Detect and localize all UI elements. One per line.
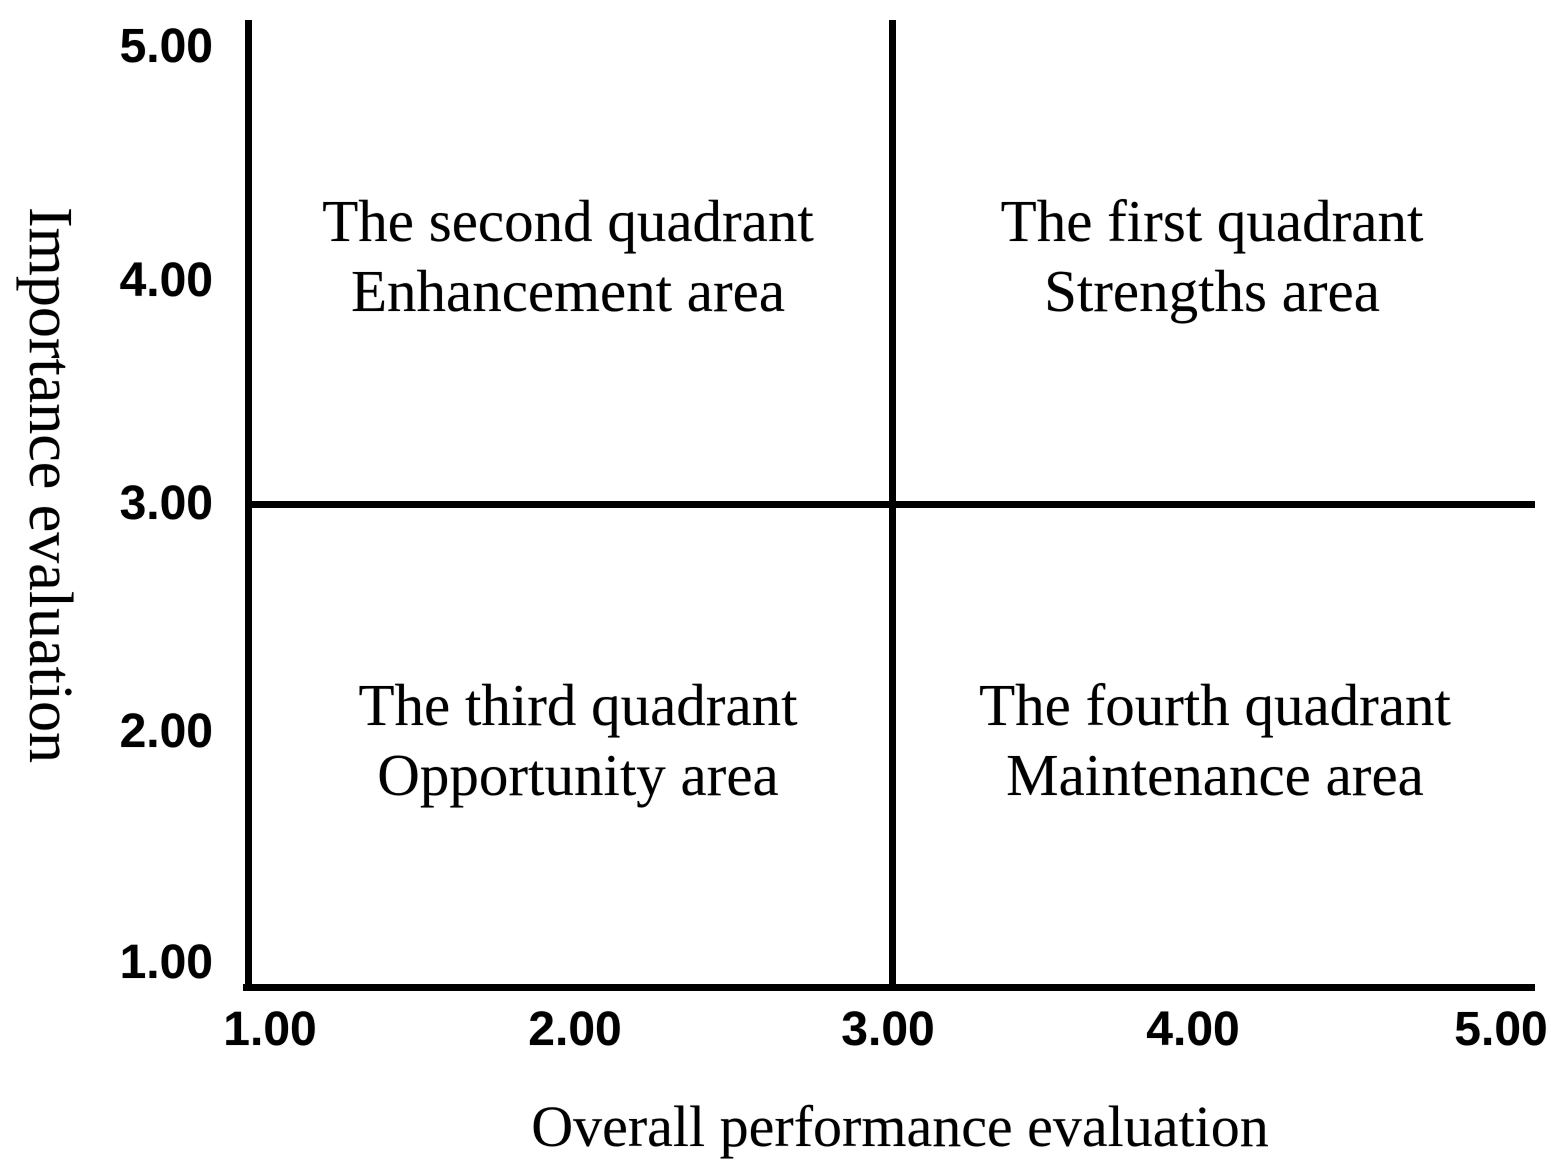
y-tick-2.00: 2.00: [119, 705, 213, 758]
y-tick-5.00: 5.00: [119, 20, 213, 73]
quadrant-third-line1: The third quadrant: [358, 672, 798, 738]
quadrant-label-third: The third quadrant Opportunity area: [358, 670, 797, 810]
y-axis-title: Importance evaluation: [16, 206, 84, 764]
x-tick-2.00: 2.00: [528, 1003, 622, 1056]
quadrant-label-first: The first quadrant Strengths area: [1001, 186, 1424, 326]
quadrant-fourth-line2: Maintenance area: [1006, 742, 1424, 808]
y-tick-3.00: 3.00: [119, 477, 213, 530]
x-tick-3.00: 3.00: [841, 1003, 935, 1056]
x-tick-4.00: 4.00: [1146, 1003, 1240, 1056]
x-tick-5.00: 5.00: [1454, 1003, 1548, 1056]
quadrant-label-second: The second quadrant Enhancement area: [322, 186, 813, 326]
quadrant-fourth-line1: The fourth quadrant: [979, 672, 1451, 738]
quadrant-first-line1: The first quadrant: [1000, 188, 1424, 254]
x-tick-1.00: 1.00: [223, 1003, 317, 1056]
quadrant-second-line1: The second quadrant: [322, 188, 814, 254]
x-axis-title: Overall performance evaluation: [531, 1094, 1269, 1159]
crosshair-horizontal-line: [248, 501, 1535, 508]
quadrant-third-line2: Opportunity area: [377, 742, 779, 808]
quadrant-label-fourth: The fourth quadrant Maintenance area: [979, 670, 1451, 810]
y-tick-4.00: 4.00: [119, 254, 213, 307]
quadrant-first-line2: Strengths area: [1044, 258, 1380, 324]
y-tick-1.00: 1.00: [119, 936, 213, 989]
quadrant-second-line2: Enhancement area: [350, 258, 786, 324]
